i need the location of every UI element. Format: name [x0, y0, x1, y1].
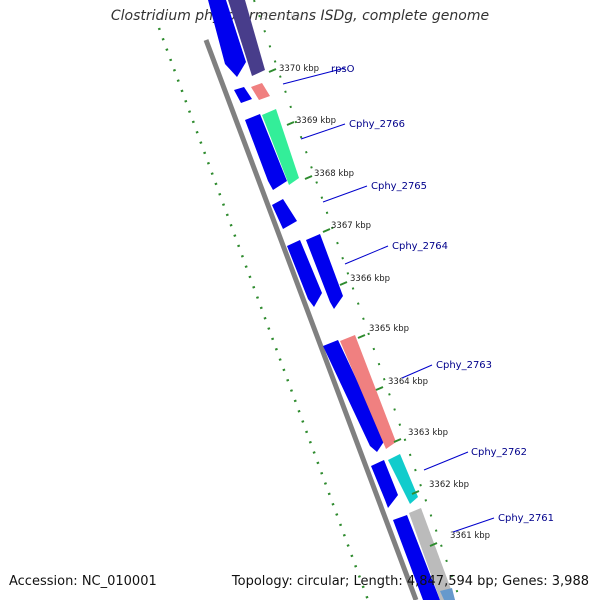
- gene-label-cphy-2763[interactable]: Cphy_2763: [436, 360, 492, 371]
- dark-cds-feature[interactable]: [228, 0, 265, 76]
- pink-feature[interactable]: [340, 335, 396, 449]
- gene-arrow[interactable]: [287, 240, 322, 307]
- gene-label-cphy-2762[interactable]: Cphy_2762: [471, 447, 527, 458]
- tick-label: 3362 kbp: [429, 480, 469, 490]
- genome-backbone: [203, 39, 419, 600]
- rrna-feature[interactable]: [251, 83, 270, 100]
- gene-label-cphy-2761[interactable]: Cphy_2761: [498, 513, 554, 524]
- inner-dotted-ring: [253, 0, 461, 600]
- tick-label: 3366 kbp: [350, 274, 390, 284]
- feature-track[interactable]: [228, 0, 455, 600]
- accession-text: Accession: NC_010001: [9, 574, 157, 589]
- tick-labels: 3371 kbp 3370 kbp 3369 kbp 3368 kbp 3367…: [261, 12, 490, 541]
- gene-labels[interactable]: rpsO Cphy_2766 Cphy_2765 Cphy_2764 Cphy_…: [331, 64, 554, 524]
- gene-arrow[interactable]: [245, 114, 287, 190]
- gene-arrow[interactable]: [234, 87, 252, 103]
- gene-label-cphy-2766[interactable]: Cphy_2766: [349, 119, 405, 130]
- cyan-feature[interactable]: [388, 454, 418, 504]
- tick-label: 3370 kbp: [279, 64, 319, 74]
- light-blue-feature[interactable]: [440, 588, 455, 600]
- tick-label: 3365 kbp: [369, 324, 409, 334]
- gene-arrow[interactable]: [393, 515, 440, 600]
- tick-label: 3367 kbp: [331, 221, 371, 231]
- tick-label: 3363 kbp: [408, 428, 448, 438]
- outer-dotted-ring: [157, 27, 370, 600]
- genome-title: Clostridium phytofermentans ISDg, comple…: [110, 8, 490, 24]
- gene-label-rpsO[interactable]: rpsO: [331, 64, 355, 75]
- tick-label: 3364 kbp: [388, 377, 428, 387]
- genome-info-text: Topology: circular; Length: 4,847,594 bp…: [231, 574, 589, 589]
- tick-label: 3369 kbp: [296, 116, 336, 126]
- gene-arrow[interactable]: [371, 460, 398, 508]
- gene-label-cphy-2765[interactable]: Cphy_2765: [371, 181, 427, 192]
- gene-leader-lines: [282, 67, 495, 533]
- forward-cds-track[interactable]: [208, 0, 440, 600]
- gene-arrow[interactable]: [306, 234, 343, 309]
- tick-label: 3368 kbp: [314, 169, 354, 179]
- gene-arrow[interactable]: [272, 199, 297, 229]
- tick-label: 3371 kbp: [261, 12, 301, 22]
- tick-marks: [268, 68, 438, 547]
- gene-label-cphy-2764[interactable]: Cphy_2764: [392, 241, 448, 252]
- gene-arrow[interactable]: [208, 0, 246, 77]
- tick-label: 3361 kbp: [450, 531, 490, 541]
- grey-feature[interactable]: [409, 508, 455, 600]
- green-feature[interactable]: [262, 109, 299, 185]
- gene-arrow[interactable]: [323, 340, 385, 452]
